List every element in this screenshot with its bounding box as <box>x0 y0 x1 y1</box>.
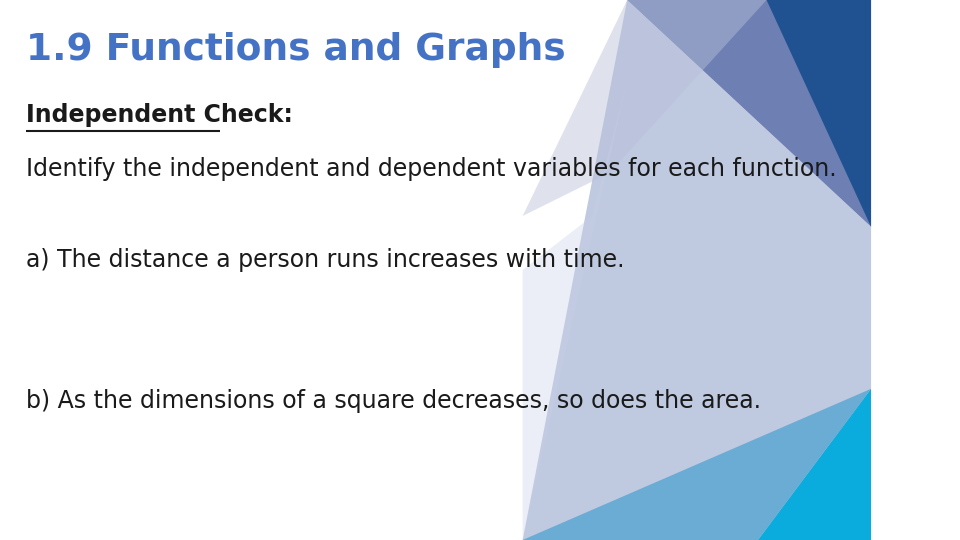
Polygon shape <box>627 0 871 227</box>
Text: 1.9 Functions and Graphs: 1.9 Functions and Graphs <box>26 32 565 69</box>
Polygon shape <box>522 0 766 216</box>
Text: Independent Check:: Independent Check: <box>26 103 293 126</box>
Polygon shape <box>766 0 871 227</box>
Text: a) The distance a person runs increases with time.: a) The distance a person runs increases … <box>26 248 625 272</box>
Text: Identify the independent and dependent variables for each function.: Identify the independent and dependent v… <box>26 157 837 180</box>
Polygon shape <box>522 0 871 540</box>
Text: b) As the dimensions of a square decreases, so does the area.: b) As the dimensions of a square decreas… <box>26 389 761 413</box>
Polygon shape <box>522 389 871 540</box>
Polygon shape <box>757 389 871 540</box>
Polygon shape <box>522 81 627 540</box>
